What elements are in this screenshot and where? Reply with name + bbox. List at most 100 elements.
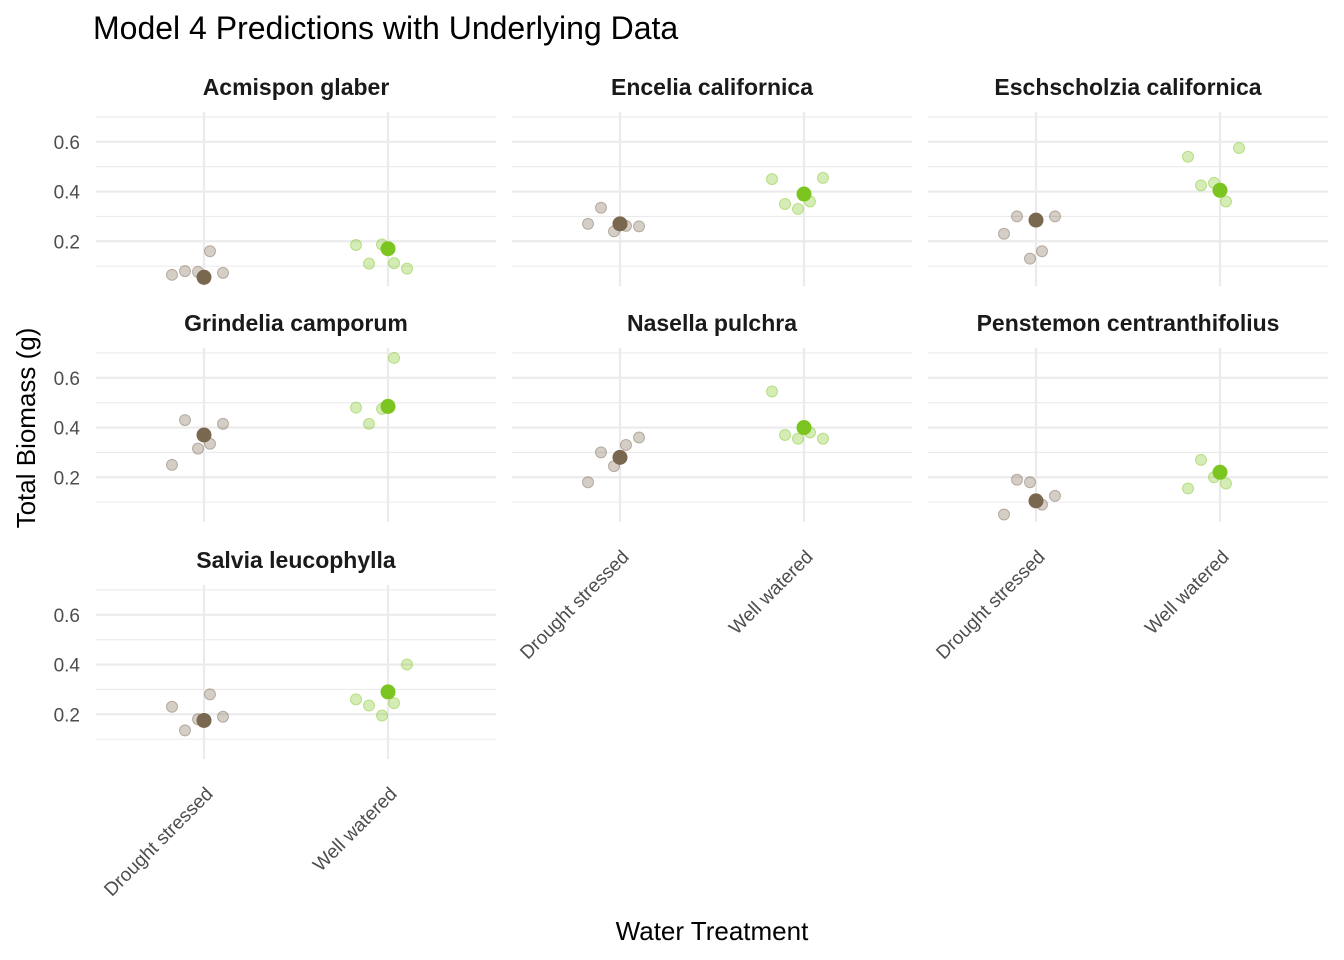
prediction-point [612, 216, 628, 232]
observation-point [779, 197, 791, 210]
panel-encelia-californica: Encelia californica [512, 74, 912, 286]
panel-nasella-pulchra: Nasella pulchra Drought stressed Well wate… [512, 310, 912, 664]
panel-strip-title: Salvia leucophylla [196, 547, 396, 573]
y-tick-label: 0.6 [54, 133, 80, 154]
observation-point [363, 257, 375, 270]
panel-strip-title: Encelia californica [611, 74, 813, 100]
observation-point [1011, 473, 1023, 486]
observation-point [1049, 210, 1061, 223]
panel-strip-title: Acmispon glaber [203, 74, 390, 100]
prediction-point [796, 420, 812, 436]
y-tick-label: 0.4 [54, 183, 81, 204]
observation-point [1182, 150, 1194, 163]
y-axis-title: Total Biomass (g) [11, 328, 41, 529]
prediction-point [1028, 493, 1044, 509]
panel-grindelia-camporum: Grindelia camporum 0.2 0.4 0.6 [54, 310, 496, 522]
x-tick-label: Drought stressed [932, 547, 1049, 664]
observation-point [179, 724, 191, 737]
observation-point [376, 709, 388, 722]
observation-point [1195, 453, 1207, 466]
observation-point [1195, 179, 1207, 192]
chart-title: Model 4 Predictions with Underlying Data [93, 10, 678, 46]
prediction-point [612, 449, 628, 465]
observation-point [620, 438, 632, 451]
y-tick-label: 0.2 [54, 232, 80, 253]
observation-point [1049, 489, 1061, 502]
observation-point [817, 171, 829, 184]
observation-point [998, 227, 1010, 240]
observation-point [1024, 252, 1036, 265]
observation-point [192, 442, 204, 455]
observation-point [1220, 477, 1232, 490]
observation-point [204, 688, 216, 701]
observation-point [633, 431, 645, 444]
x-tick-label: Well watered [725, 547, 817, 639]
prediction-point [1028, 212, 1044, 228]
prediction-point [796, 186, 812, 202]
panel-strip-title: Eschscholzia californica [994, 74, 1261, 100]
observation-point [217, 266, 229, 279]
observation-point [817, 432, 829, 445]
y-tick-label: 0.2 [54, 468, 80, 489]
x-tick-label: Drought stressed [100, 784, 217, 901]
prediction-point [380, 241, 396, 257]
observation-point [401, 658, 413, 671]
x-axis-title: Water Treatment [616, 916, 809, 946]
observation-point [595, 201, 607, 214]
observation-point [401, 262, 413, 275]
prediction-point [196, 427, 212, 443]
observation-point [766, 173, 778, 186]
observation-point [582, 217, 594, 230]
panel-acmispon-glaber: Acmispon glaber 0.2 0.4 0.6 [54, 74, 496, 286]
observation-point [388, 351, 400, 364]
prediction-point [1212, 464, 1228, 480]
observation-point [350, 693, 362, 706]
prediction-point [1212, 182, 1228, 198]
prediction-point [196, 712, 212, 728]
observation-point [363, 699, 375, 712]
observation-point [350, 238, 362, 251]
observation-point [217, 417, 229, 430]
observation-point [779, 429, 791, 441]
observation-point [582, 476, 594, 489]
observation-point [1011, 210, 1023, 223]
panel-strip-title: Grindelia camporum [184, 310, 408, 336]
observation-point [1182, 482, 1194, 495]
observation-point [217, 710, 229, 723]
observation-point [1220, 195, 1232, 208]
facet-panels: Acmispon glaber 0.2 0.4 0.6 Encelia californ… [54, 74, 1328, 901]
x-tick-label: Well watered [309, 784, 401, 876]
y-tick-label: 0.6 [54, 369, 80, 390]
observation-point [363, 417, 375, 430]
y-tick-label: 0.2 [54, 705, 80, 726]
observation-point [166, 458, 178, 471]
observation-point [792, 432, 804, 445]
y-tick-label: 0.4 [54, 419, 81, 440]
panel-eschscholzia-californica: Eschscholzia californica [928, 74, 1328, 286]
x-tick-label: Drought stressed [516, 547, 633, 664]
observation-point [166, 268, 178, 281]
x-tick-label: Well watered [1141, 547, 1233, 639]
observation-point [166, 700, 178, 713]
observation-point [633, 220, 645, 233]
observation-point [1036, 245, 1048, 258]
panel-strip-title: Nasella pulchra [627, 310, 797, 336]
prediction-point [196, 269, 212, 285]
observation-point [388, 257, 400, 270]
observation-point [1024, 476, 1036, 489]
prediction-point [380, 684, 396, 700]
observation-point [792, 202, 804, 215]
panel-strip-title: Penstemon centranthifolius [977, 310, 1280, 336]
observation-point [179, 265, 191, 278]
panel-salvia-leucophylla: Salvia leucophylla 0.2 0.4 0.6 Drought stres… [54, 547, 496, 901]
observation-point [350, 401, 362, 414]
observation-point [998, 508, 1010, 521]
panel-penstemon-centranthifolius: Penstemon centranthifolius Drought stress… [928, 310, 1328, 664]
observation-point [1233, 142, 1245, 155]
y-tick-label: 0.4 [54, 656, 81, 677]
observation-point [388, 697, 400, 710]
y-tick-label: 0.6 [54, 606, 80, 627]
observation-point [204, 245, 216, 258]
observation-point [179, 414, 191, 427]
